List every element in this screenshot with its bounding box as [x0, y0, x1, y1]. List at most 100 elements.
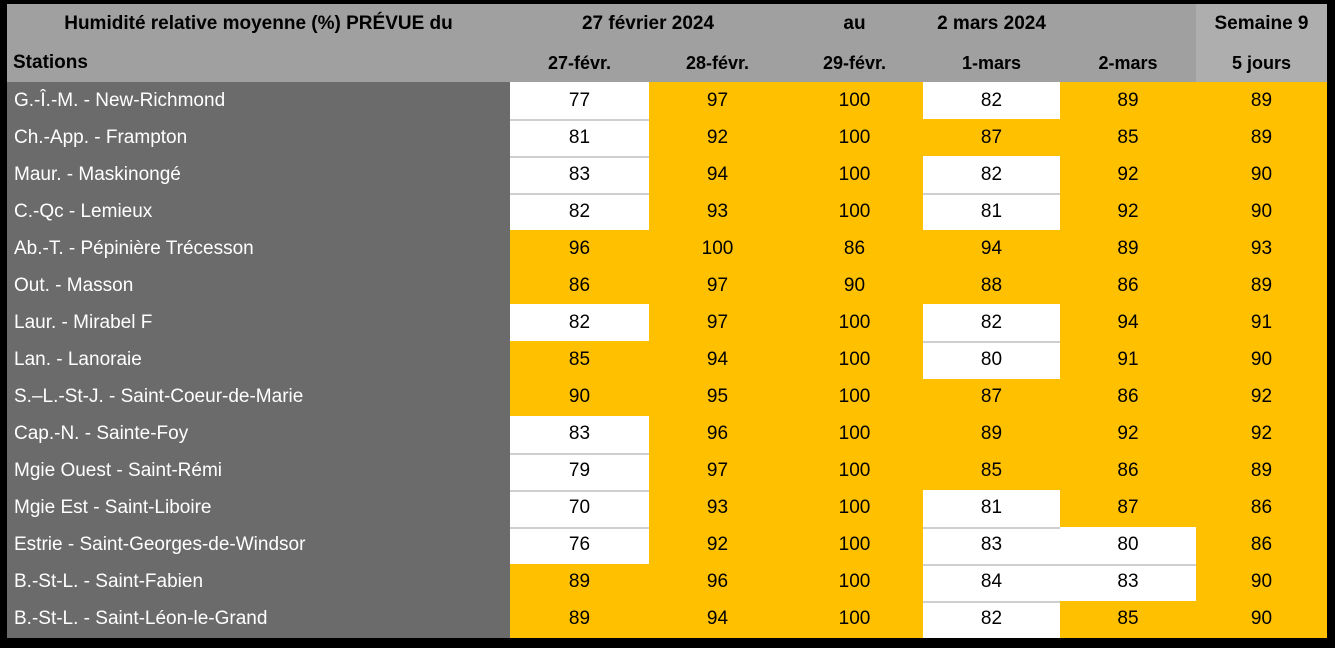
value-cell: 88: [923, 267, 1060, 305]
day-header-1-mars: 1-mars: [923, 44, 1060, 82]
value-cell: 82: [510, 193, 649, 231]
value-cell: 90: [786, 267, 923, 305]
period-start-header: 27 février 2024: [510, 4, 786, 44]
value-cell: 100: [786, 304, 923, 342]
station-name-cell: B.-St-L. - Saint-Léon-le-Grand: [7, 600, 510, 638]
day-header-28-fevr: 28-févr.: [649, 44, 786, 82]
table-row: B.-St-L. - Saint-Léon-le-Grand 89 94 100 82 8…: [7, 600, 1327, 638]
value-cell: 86: [1060, 267, 1196, 305]
table-title: Humidité relative moyenne (%) PRÉVUE du: [7, 4, 510, 44]
value-cell: 89: [1060, 230, 1196, 268]
station-name-cell: C.-Qc - Lemieux: [7, 193, 510, 231]
value-cell: 80: [1060, 526, 1196, 564]
table-row: G.-Î.-M. - New-Richmond 77 97 100 82 89 89: [7, 82, 1327, 120]
value-cell: 84: [923, 563, 1060, 601]
table-row: Cap.-N. - Sainte-Foy 83 96 100 89 92 92: [7, 415, 1327, 453]
period-end-header: 2 mars 2024: [923, 4, 1060, 44]
value-cell: 82: [923, 304, 1060, 342]
value-cell: 96: [649, 563, 786, 601]
value-cell: 97: [649, 82, 786, 120]
table-row: C.-Qc - Lemieux 82 93 100 81 92 90: [7, 193, 1327, 231]
value-cell: 92: [1060, 156, 1196, 194]
value-cell: 89: [1196, 452, 1327, 490]
table-row: Ab.-T. - Pépinière Trécesson 96 100 86 94 89 9…: [7, 230, 1327, 268]
value-cell: 90: [1196, 563, 1327, 601]
value-cell: 86: [1196, 489, 1327, 527]
value-cell: 89: [510, 600, 649, 638]
value-cell: 89: [1196, 267, 1327, 305]
value-cell: 92: [649, 526, 786, 564]
station-name-cell: G.-Î.-M. - New-Richmond: [7, 82, 510, 120]
table-row: Maur. - Maskinongé 83 94 100 82 92 90: [7, 156, 1327, 194]
value-cell: 92: [1196, 415, 1327, 453]
table-row: Laur. - Mirabel F 82 97 100 82 94 91: [7, 304, 1327, 342]
value-cell: 97: [649, 452, 786, 490]
value-cell: 92: [1060, 415, 1196, 453]
value-cell: 86: [1060, 452, 1196, 490]
value-cell: 90: [510, 378, 649, 416]
value-cell: 89: [1196, 82, 1327, 120]
value-cell: 82: [923, 156, 1060, 194]
value-cell: 82: [923, 600, 1060, 638]
value-cell: 86: [1060, 378, 1196, 416]
day-header-29-fevr: 29-févr.: [786, 44, 923, 82]
value-cell: 97: [649, 304, 786, 342]
value-cell: 100: [786, 415, 923, 453]
value-cell: 100: [786, 452, 923, 490]
value-cell: 80: [923, 341, 1060, 379]
value-cell: 94: [1060, 304, 1196, 342]
value-cell: 85: [1060, 119, 1196, 157]
value-cell: 81: [923, 489, 1060, 527]
humidity-forecast-table: Humidité relative moyenne (%) PRÉVUE du …: [7, 4, 1327, 638]
day-header-2-mars: 2-mars: [1060, 44, 1196, 82]
value-cell: 100: [786, 378, 923, 416]
value-cell: 92: [649, 119, 786, 157]
value-cell: 100: [786, 156, 923, 194]
table-row: Ch.-App. - Frampton 81 92 100 87 85 89: [7, 119, 1327, 157]
table-row: Mgie Ouest - Saint-Rémi 79 97 100 85 86 89: [7, 452, 1327, 490]
value-cell: 81: [510, 119, 649, 157]
value-cell: 87: [1060, 489, 1196, 527]
value-cell: 97: [649, 267, 786, 305]
table-row: Estrie - Saint-Georges-de-Windsor 76 92 100…: [7, 526, 1327, 564]
station-name-cell: Lan. - Lanoraie: [7, 341, 510, 379]
value-cell: 96: [510, 230, 649, 268]
stations-column-header: Stations: [7, 44, 510, 82]
station-name-cell: Maur. - Maskinongé: [7, 156, 510, 194]
value-cell: 100: [786, 341, 923, 379]
station-name-cell: Cap.-N. - Sainte-Foy: [7, 415, 510, 453]
value-cell: 90: [1196, 341, 1327, 379]
value-cell: 93: [649, 193, 786, 231]
value-cell: 91: [1060, 341, 1196, 379]
value-cell: 90: [1196, 193, 1327, 231]
value-cell: 94: [649, 600, 786, 638]
summary-column-header: 5 jours: [1196, 44, 1327, 82]
value-cell: 96: [649, 415, 786, 453]
station-name-cell: Mgie Est - Saint-Liboire: [7, 489, 510, 527]
table-row: Out. - Masson 86 97 90 88 86 89: [7, 267, 1327, 305]
value-cell: 82: [923, 82, 1060, 120]
value-cell: 86: [1196, 526, 1327, 564]
value-cell: 100: [786, 526, 923, 564]
value-cell: 76: [510, 526, 649, 564]
value-cell: 94: [649, 341, 786, 379]
value-cell: 89: [1060, 82, 1196, 120]
table-row: Lan. - Lanoraie 85 94 100 80 91 90: [7, 341, 1327, 379]
station-name-cell: Out. - Masson: [7, 267, 510, 305]
value-cell: 90: [1196, 600, 1327, 638]
station-name-cell: Estrie - Saint-Georges-de-Windsor: [7, 526, 510, 564]
value-cell: 89: [510, 563, 649, 601]
table-row: S.–L.-St-J. - Saint-Coeur-de-Marie 90 95 10…: [7, 378, 1327, 416]
value-cell: 83: [1060, 563, 1196, 601]
week-header: Semaine 9: [1196, 4, 1327, 44]
value-cell: 94: [923, 230, 1060, 268]
value-cell: 92: [1196, 378, 1327, 416]
station-name-cell: Mgie Ouest - Saint-Rémi: [7, 452, 510, 490]
value-cell: 77: [510, 82, 649, 120]
header-row-period: Humidité relative moyenne (%) PRÉVUE du …: [7, 4, 1327, 44]
value-cell: 100: [649, 230, 786, 268]
value-cell: 86: [510, 267, 649, 305]
value-cell: 85: [1060, 600, 1196, 638]
value-cell: 81: [923, 193, 1060, 231]
